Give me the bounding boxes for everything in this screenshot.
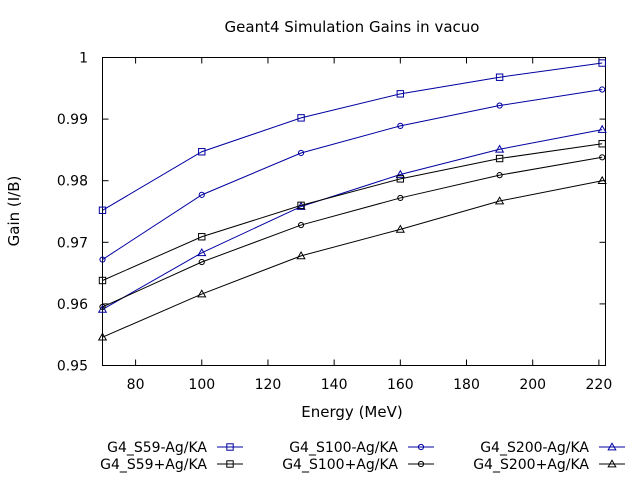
data-point [599,154,606,161]
data-point [297,201,305,210]
series-line [102,180,603,338]
legend-entry: G4_S59-Ag/KA [107,440,243,456]
x-tick-label: 220 [586,377,613,393]
y-tick-label: 1 [79,51,88,67]
data-point [98,276,107,285]
legend-label: G4_S59-Ag/KA [107,440,207,456]
legend-entry: G4_S200+Ag/KA [473,457,625,473]
plot-frame [102,57,606,366]
x-axis-label: Energy (MeV) [301,403,402,421]
legend-label: G4_S200-Ag/KA [480,440,589,456]
x-tick-label: 120 [255,377,282,393]
data-point [198,258,205,266]
data-point [597,124,607,133]
axis-ticks: 80 100 120 140 160 180 200 220 0.95 0.96 0.97 0.98 0… [57,51,612,394]
data-point [198,233,206,241]
data-point [396,90,405,98]
data-point [495,154,504,163]
series-line [102,129,603,310]
y-tick-label: 0.96 [57,297,88,313]
series-layer [97,59,607,341]
data-point [598,59,606,67]
data-point [395,224,405,233]
data-point [296,251,306,260]
series-2 [99,86,606,263]
series-line [102,143,603,281]
series-5 [99,154,606,311]
chart-title: Geant4 Simulation Gains in vacuo [225,18,480,36]
series-4 [98,140,606,285]
series-line [102,156,603,308]
data-point [496,172,503,179]
data-point [197,247,207,257]
data-point [396,175,405,183]
data-point [397,122,404,129]
series-1 [98,59,606,214]
x-tick-label: 160 [387,377,414,393]
x-tick-label: 80 [127,377,145,393]
data-point [494,144,505,153]
legend-marker [226,460,234,468]
series-line [102,89,603,260]
x-tick-label: 200 [519,377,546,393]
data-point [395,169,405,178]
x-tick-label: 100 [188,377,215,393]
series-6 [97,175,607,341]
x-tick-label: 180 [453,377,480,393]
legend-label: G4_S100-Ag/KA [289,440,398,456]
data-point [397,194,404,202]
data-point [99,256,106,263]
y-axis-label: Gain (I/B) [5,176,23,247]
legend-marker [607,459,617,468]
y-tick-label: 0.97 [57,235,88,251]
data-point [598,140,606,148]
legend-marker [226,443,234,451]
y-tick-label: 0.95 [57,359,88,375]
legend-entry: G4_S200-Ag/KA [480,440,625,456]
data-point [97,332,108,341]
legend-marker [417,443,425,451]
series-line [102,62,603,211]
data-point [197,289,207,298]
legend-label: G4_S59+Ag/KA [100,457,207,473]
data-point [597,175,607,185]
legend-entry: G4_S100+Ag/KA [282,457,434,473]
legend-label: G4_S100+Ag/KA [282,457,398,473]
legend-entry: G4_S59+Ag/KA [100,457,243,473]
data-point [297,114,305,122]
y-tick-label: 0.99 [57,112,88,128]
legend-marker [417,460,425,468]
data-point [599,86,606,93]
data-point [297,149,305,157]
y-tick-label: 0.98 [57,174,88,190]
legend-label: G4_S200+Ag/KA [473,457,589,473]
legend-marker [607,442,617,451]
x-tick-label: 140 [321,377,348,393]
data-point [198,191,205,198]
legend-entry: G4_S100-Ag/KA [289,440,434,456]
data-point [297,221,305,229]
data-point [99,303,106,311]
data-point [495,73,504,81]
data-point [98,206,107,214]
legend: G4_S59-Ag/KA G4_S100-Ag/KA G4_S200-Ag/KAG4… [100,440,625,473]
data-point [494,196,505,205]
data-point [496,102,503,109]
data-point [198,148,206,156]
